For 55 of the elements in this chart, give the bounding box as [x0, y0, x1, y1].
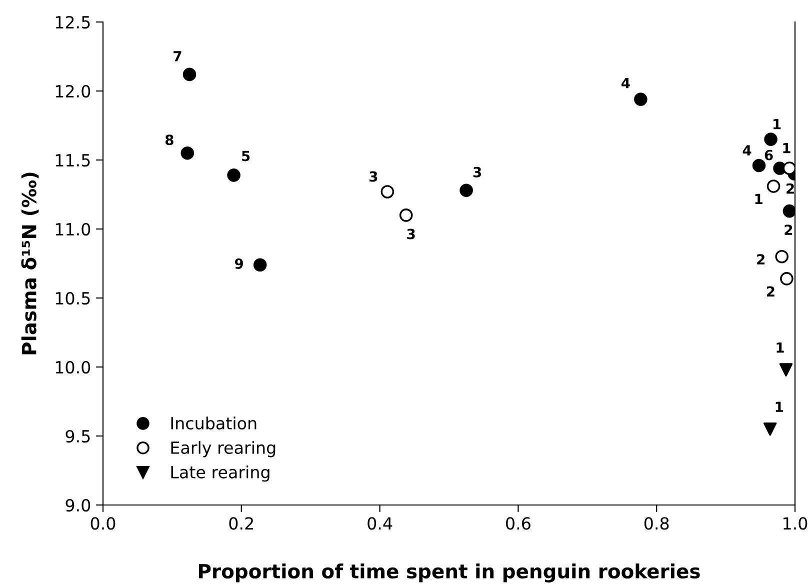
legend-label: Early rearing: [171, 441, 276, 458]
annotation: 4: [742, 145, 752, 156]
annotation: 1: [776, 402, 783, 412]
point: [775, 250, 788, 264]
x-tick-label: 0.2: [229, 517, 253, 530]
annotation: 6: [764, 150, 773, 160]
annotation: 2: [766, 286, 774, 297]
point: [180, 146, 194, 160]
x-tick-label: 0.8: [644, 517, 669, 530]
y-tick-label: 12.5: [56, 16, 90, 29]
point: [764, 132, 778, 146]
x-tick-label: 0.4: [368, 517, 392, 530]
legend-label: Late rearing: [171, 466, 270, 482]
point: [766, 180, 780, 193]
point: [780, 272, 794, 286]
point: [634, 92, 648, 106]
y-tick-label: 10.5: [56, 292, 90, 305]
annotation: 2: [786, 183, 794, 194]
x-tick-label: 1.0: [784, 517, 808, 530]
annotation: 4: [621, 78, 630, 88]
annotation: 2: [784, 224, 792, 235]
point: [182, 68, 196, 82]
x-axis-title: Proportion of time spent in penguin rookeries: [199, 563, 700, 582]
annotation: 1: [783, 142, 790, 154]
point: [460, 184, 473, 198]
point: [253, 258, 267, 272]
annotation: 8: [165, 134, 174, 146]
annotation: 9: [234, 258, 244, 269]
point: [752, 158, 766, 172]
y-tick-label: 9.5: [66, 430, 90, 443]
y-tick-label: 11.5: [56, 154, 90, 167]
y-tick-label: 11.0: [56, 222, 90, 236]
point: [782, 204, 795, 218]
annotation: 3: [473, 166, 482, 178]
point: [380, 185, 394, 198]
x-tick-label: 0.0: [90, 517, 116, 530]
y-tick-label: 10.0: [56, 360, 90, 374]
point: [782, 162, 795, 175]
point: [763, 422, 777, 436]
point: [779, 363, 793, 376]
annotation: 1: [755, 194, 762, 204]
y-tick-label: 9.0: [66, 498, 90, 512]
annotation: 7: [174, 51, 182, 62]
point: [399, 208, 413, 222]
annotation: 3: [407, 228, 415, 240]
annotation: 1: [776, 342, 784, 353]
x-tick-label: 0.6: [506, 517, 530, 530]
point: [227, 168, 240, 182]
annotation: 2: [757, 254, 764, 264]
y-axis-title: Plasma δ¹⁵N (‰): [21, 172, 39, 354]
legend-label: Incubation: [171, 416, 256, 430]
annotation: 3: [370, 171, 378, 182]
annotation: 1: [774, 119, 781, 130]
y-tick-label: 12.0: [56, 84, 90, 98]
annotation: 5: [242, 150, 250, 162]
